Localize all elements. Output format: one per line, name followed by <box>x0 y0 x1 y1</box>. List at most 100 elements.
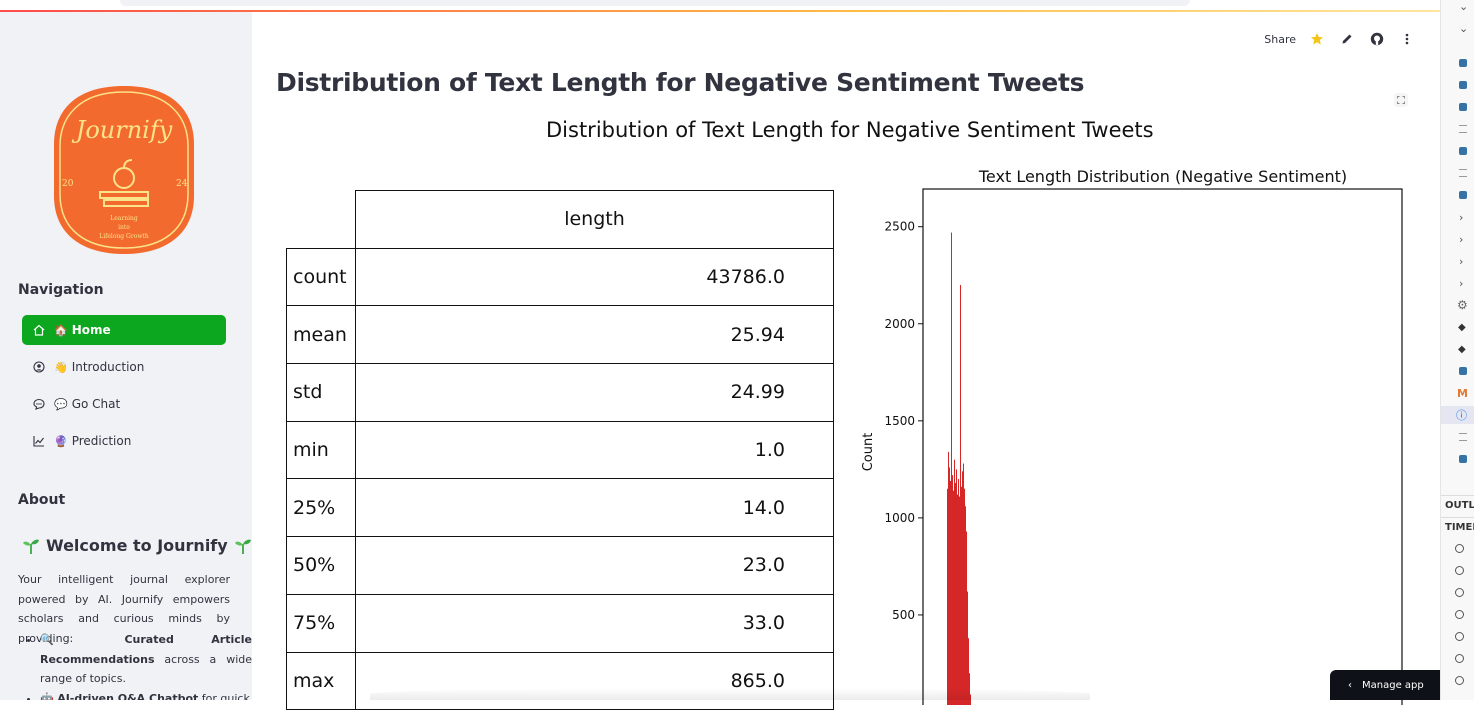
histogram-bar <box>947 488 948 705</box>
nav-item-introduction[interactable]: 👋 Introduction <box>22 352 226 382</box>
address-pill <box>120 0 1190 6</box>
journify-logo: Journify 20 24 Learning into Lifelong Gr… <box>54 86 194 254</box>
markdown-icon: M <box>1457 386 1468 400</box>
histogram-bar <box>962 471 963 705</box>
nav-item-label: Home <box>71 323 111 337</box>
text-file-icon <box>1459 125 1467 133</box>
app-toolbar: Share <box>1264 30 1416 48</box>
histogram-bar <box>967 591 968 705</box>
svg-text:into: into <box>118 224 130 231</box>
histogram-bar <box>961 486 962 705</box>
table-row: 25% 14.0 <box>286 478 834 538</box>
chat-icon <box>32 397 46 411</box>
edit-icon[interactable] <box>1338 30 1356 48</box>
timeline-node-icon <box>1455 587 1464 597</box>
y-tick-label: 2500 <box>884 220 915 234</box>
user-circle-icon <box>32 360 46 374</box>
table-row: 50% 23.0 <box>286 536 834 595</box>
text-file-icon <box>1459 169 1467 177</box>
y-tick-label: 1500 <box>884 414 915 428</box>
histogram-bar <box>957 494 958 705</box>
top-bar <box>0 0 1440 12</box>
histogram-bar <box>966 531 967 705</box>
histogram-bar <box>955 482 956 705</box>
outline-section[interactable]: OUTLINE <box>1445 499 1474 511</box>
manage-app-button[interactable]: ‹ Manage app <box>1330 670 1440 700</box>
histogram-bar <box>965 506 966 705</box>
histogram-bar <box>960 284 961 705</box>
python-file-icon <box>1459 191 1467 199</box>
star-icon[interactable] <box>1308 30 1326 48</box>
python-file-icon <box>1459 59 1467 67</box>
welcome-title: Welcome to Journify <box>22 536 252 555</box>
y-tick-label: 1000 <box>884 511 915 525</box>
timeline-node-icon <box>1455 543 1464 553</box>
histogram-bar <box>950 481 951 705</box>
table-row: max 865.0 <box>286 651 834 710</box>
python-file-icon <box>1459 81 1467 89</box>
column-header: length <box>355 190 834 249</box>
y-tick-label: 500 <box>892 608 915 622</box>
feature-list: 🔍 Curated Article Recommendations across… <box>18 630 252 700</box>
summary-table: length count 43786.0 mean 25.94 std 24.99 m… <box>286 190 834 710</box>
table-row: mean 25.94 <box>286 305 834 365</box>
github-icon[interactable] <box>1368 30 1386 48</box>
svg-text:20: 20 <box>62 179 74 189</box>
sprout-icon <box>234 539 251 554</box>
nav-item-home[interactable]: 🏠 Home <box>22 315 226 345</box>
nav-item-prediction[interactable]: 🔮 Prediction <box>22 426 226 456</box>
nav-item-go-chat[interactable]: 💬 Go Chat <box>22 389 226 419</box>
git-icon: ◆ <box>1458 343 1466 355</box>
python-file-icon <box>1459 147 1467 155</box>
y-axis-label: Count <box>861 433 876 472</box>
home-icon <box>32 323 46 337</box>
timeline-node-icon <box>1455 675 1464 685</box>
list-item: 🔍 Curated Article Recommendations across… <box>40 630 252 689</box>
about-description: Your intelligent journal explorer powere… <box>18 573 230 645</box>
chevron-left-icon: ‹ <box>1348 679 1352 691</box>
histogram-bar <box>953 490 954 705</box>
timeline-node-icon <box>1455 631 1464 641</box>
histogram-bar <box>949 467 950 705</box>
table-row: count 43786.0 <box>286 247 834 307</box>
histogram-chart: Text Length Distribution (Negative Senti… <box>861 167 1403 705</box>
histogram-bar <box>951 232 952 705</box>
timeline-node-icon <box>1455 653 1464 663</box>
about-heading: About <box>18 492 66 508</box>
histogram-bar <box>964 488 965 705</box>
share-button[interactable]: Share <box>1264 32 1296 46</box>
histogram-bar <box>958 479 959 705</box>
table-row: min 1.0 <box>286 420 834 480</box>
page-title: Distribution of Text Length for Negative… <box>276 68 1085 97</box>
histogram-bar <box>956 469 957 705</box>
table-row: 75% 33.0 <box>286 593 834 653</box>
timeline-section[interactable]: TIMELINE <box>1445 521 1474 533</box>
sidebar: Journify 20 24 Learning into Lifelong Gr… <box>0 12 252 700</box>
timeline-node-icon <box>1455 609 1464 619</box>
y-tick-label: 2000 <box>884 317 915 331</box>
histogram-bar <box>969 673 970 705</box>
section-toggle[interactable]: ⌄ <box>1459 0 1469 13</box>
python-file-icon <box>1459 455 1467 463</box>
list-item: 🤖 AI-driven Q&A Chatbot for quick <box>40 689 252 701</box>
text-file-icon <box>1459 433 1467 441</box>
table-row: std 24.99 <box>286 363 834 422</box>
histogram-title: Text Length Distribution (Negative Senti… <box>978 167 1347 186</box>
logo-name: Journify <box>71 116 173 144</box>
histogram-bar <box>952 475 953 705</box>
git-icon: ◆ <box>1458 321 1466 333</box>
fullscreen-icon[interactable] <box>1394 93 1408 107</box>
figure-title: Distribution of Text Length for Negative… <box>546 118 1154 142</box>
histogram-bar <box>959 496 960 705</box>
svg-text:Learning: Learning <box>110 215 138 222</box>
svg-text:Lifelong Growth: Lifelong Growth <box>99 233 149 240</box>
svg-text:24: 24 <box>176 179 188 189</box>
info-icon: ⓘ <box>1456 409 1467 422</box>
chart-icon <box>32 434 46 448</box>
more-icon[interactable] <box>1398 30 1416 48</box>
histogram-bar <box>963 463 964 705</box>
editor-side-panel: ⌄ ⌄ › › › › ⚙ ◆ ◆ M ⓘ OUTLINE TIMELINE <box>1440 0 1474 700</box>
sprout-icon <box>23 539 39 554</box>
histogram-bar <box>948 451 949 705</box>
nav-item-label: Prediction <box>71 434 132 448</box>
